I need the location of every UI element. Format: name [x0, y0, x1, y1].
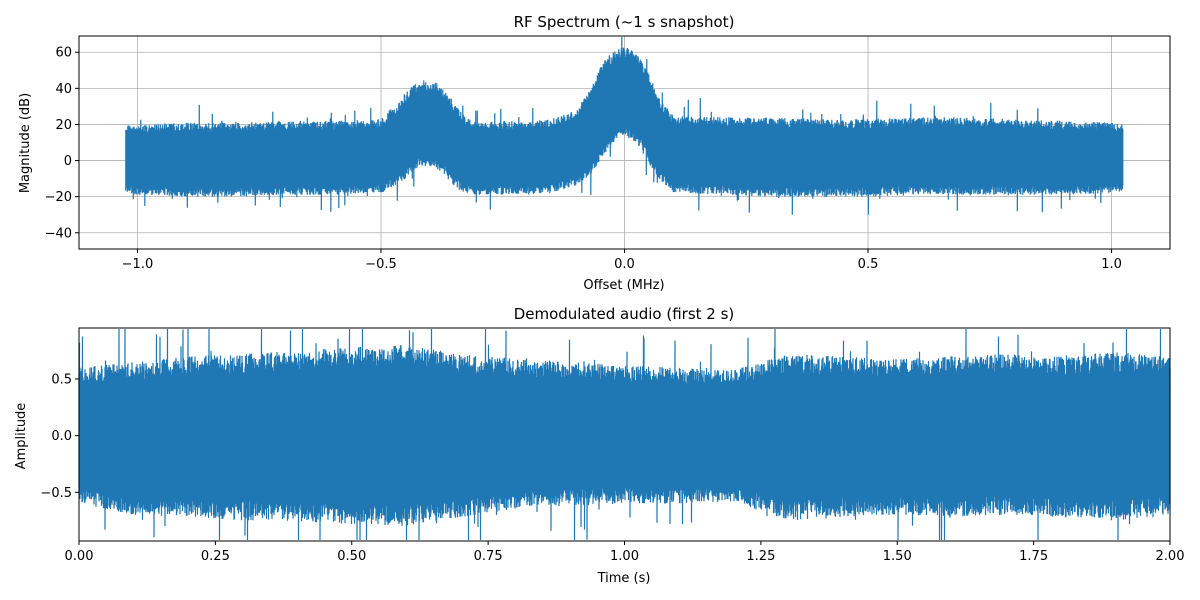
audio-xtick-label: 1.25 [746, 549, 775, 564]
rf-spectrum-xtick-label: −0.5 [365, 257, 397, 272]
rf-spectrum-trace [125, 36, 1124, 215]
rf-spectrum-title: RF Spectrum (~1 s snapshot) [514, 13, 735, 31]
rf-spectrum-xlabel: Offset (MHz) [583, 278, 664, 293]
audio-ylabel: Amplitude [14, 403, 29, 470]
audio-xtick-label: 0.00 [65, 549, 94, 564]
audio-ytick-label: 0.0 [51, 429, 72, 444]
audio-xtick-label: 0.50 [337, 549, 366, 564]
rf-spectrum-xtick-label: 0.0 [614, 257, 635, 272]
rf-spectrum-ytick-label: 60 [55, 46, 72, 61]
audio-title: Demodulated audio (first 2 s) [514, 305, 735, 323]
rf-spectrum-axes: RF Spectrum (~1 s snapshot) Offset (MHz)… [18, 13, 1171, 293]
audio-xtick-label: 1.75 [1019, 549, 1048, 564]
rf-spectrum-ytick-label: −20 [45, 190, 72, 205]
audio-trace [78, 328, 1171, 541]
audio-ytick-label: 0.5 [51, 372, 72, 387]
rf-spectrum-xtick-label: 1.0 [1101, 257, 1122, 272]
audio-xtick-label: 0.25 [201, 549, 230, 564]
rf-spectrum-ylabel: Magnitude (dB) [18, 93, 33, 193]
audio-xtick-label: 0.75 [474, 549, 503, 564]
audio-xtick-label: 1.00 [610, 549, 639, 564]
audio-xtick-label: 2.00 [1156, 549, 1185, 564]
rf-spectrum-ytick-label: 0 [64, 154, 72, 169]
rf-spectrum-ytick-label: −40 [45, 226, 72, 241]
rf-spectrum-ytick-label: 40 [55, 82, 72, 97]
audio-ytick-label: −0.5 [40, 486, 72, 501]
audio-xtick-label: 1.50 [883, 549, 912, 564]
rf-spectrum-ytick-label: 20 [55, 118, 72, 133]
audio-axes: Demodulated audio (first 2 s) Time (s) A… [14, 305, 1184, 586]
audio-xlabel: Time (s) [597, 571, 651, 586]
rf-spectrum-xtick-label: 0.5 [858, 257, 879, 272]
rf-spectrum-xtick-label: −1.0 [122, 257, 154, 272]
